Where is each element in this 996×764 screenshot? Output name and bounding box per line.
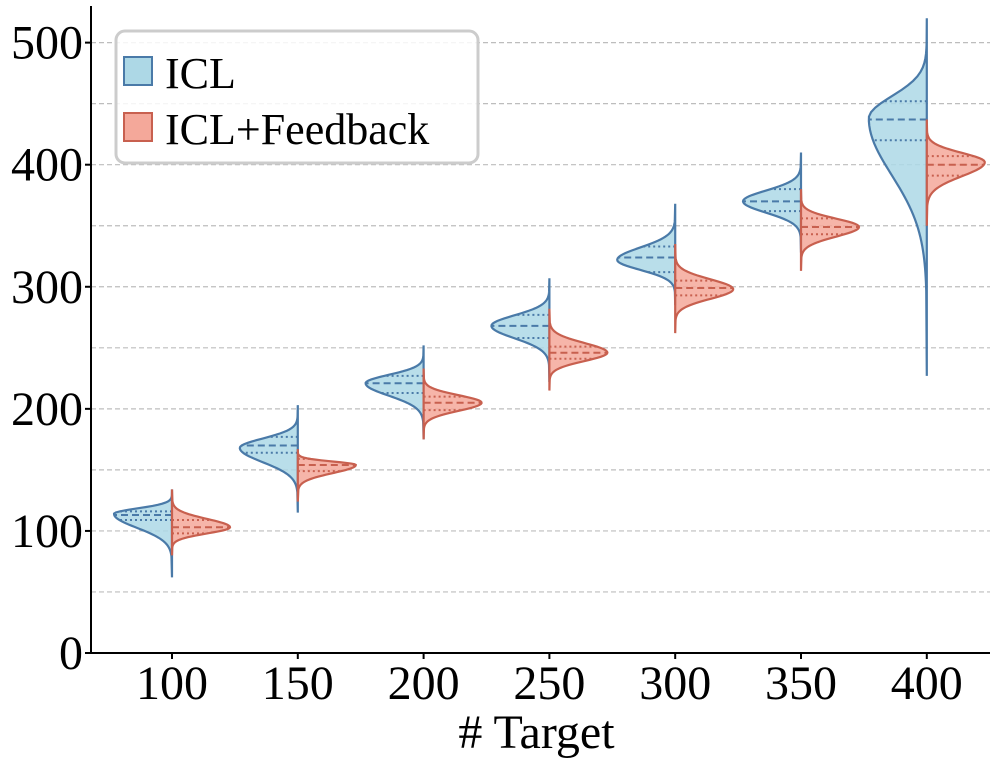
legend-swatch-icl — [123, 56, 153, 86]
violin-icl-100 — [112, 489, 174, 578]
axes — [90, 6, 990, 654]
x-tick-label-150: 150 — [262, 657, 334, 710]
legend-swatch-icl-feedback — [123, 112, 153, 142]
x-tick-label-250: 250 — [513, 657, 585, 710]
x-tick-label-400: 400 — [891, 657, 963, 710]
violin-icl-feedback-150 — [296, 449, 357, 502]
violin-icl-feedback-200 — [422, 368, 483, 440]
violin-icl-350 — [741, 152, 803, 253]
x-tick-label-350: 350 — [765, 657, 837, 710]
y-tick-label-300: 300 — [11, 261, 83, 314]
y-tick-label-100: 100 — [11, 505, 83, 558]
violin-icl-150 — [238, 405, 299, 513]
y-tick-label-200: 200 — [11, 383, 83, 436]
x-tick-label-100: 100 — [136, 657, 208, 710]
legend-label-icl: ICL — [165, 49, 236, 98]
legend-label-icl-feedback: ICL+Feedback — [165, 105, 429, 154]
x-axis-title: # Target — [458, 706, 615, 759]
violin-icl-feedback-250 — [548, 308, 609, 391]
y-tick-label-400: 400 — [11, 139, 83, 192]
violin-icl-400 — [867, 18, 928, 376]
violin-icl-200 — [364, 345, 425, 440]
violin-icl-feedback-100 — [170, 489, 232, 556]
violins — [112, 18, 986, 578]
violin-icl-250 — [490, 278, 551, 383]
y-tick-label-0: 0 — [59, 627, 83, 680]
x-tick-label-300: 300 — [639, 657, 711, 710]
violin-icl-feedback-350 — [799, 189, 861, 271]
x-tick-label-200: 200 — [388, 657, 460, 710]
y-tick-label-500: 500 — [11, 17, 83, 70]
tick-labels: 0 100 200 300 400 500 100 150 200 250 300 350 400 — [11, 17, 963, 710]
violin-icl-feedback-400 — [925, 119, 986, 226]
violin-icl-300 — [616, 203, 677, 306]
legend: ICL ICL+Feedback — [114, 29, 480, 165]
legend-frame — [114, 29, 480, 165]
